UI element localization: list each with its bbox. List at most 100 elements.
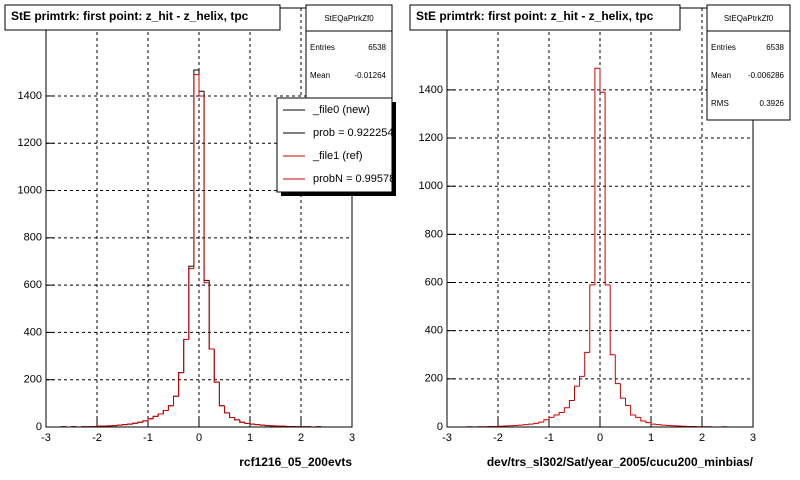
hist-bin [604,92,611,286]
hist-bin [132,422,138,425]
hist-bin [589,284,595,353]
hist-bin [218,382,225,407]
y-tick-label: 0 [437,421,443,433]
stats-value: 6538 [368,43,386,52]
hist-bin [563,407,570,413]
hist-bin [203,95,210,284]
stats-box [305,4,393,99]
hist-bin [594,67,600,285]
x-axis-label: rcf1216_05_200evts [239,455,352,469]
hist-bin [208,282,215,350]
hist-bin [157,413,164,417]
hist-bin [193,74,199,269]
hist-bin [162,409,169,414]
stats-name: StEQaPtrkZf0 [324,14,374,23]
x-tick-label: 1 [648,432,654,444]
y-tick-label: 600 [24,279,42,291]
hist-bin [625,398,631,406]
hist-bin [229,412,235,419]
stats-value: 6538 [766,43,784,52]
hist-bin [178,372,184,397]
y-tick-label: 1200 [18,137,42,149]
y-tick-label: 400 [425,325,443,337]
x-tick-label: -1 [544,432,554,444]
hist-bin [234,417,240,421]
hist-bin [619,383,626,399]
y-tick-label: 1400 [18,90,42,102]
hist-bin [543,419,549,423]
chart-title: StE primtrk: first point: z_hit - z_heli… [11,9,249,23]
hist-bin [137,421,143,424]
x-tick-label: 3 [349,432,355,444]
hist-bin [635,414,641,418]
hist-bin [630,405,636,416]
y-tick-label: 200 [425,373,443,385]
hist-bin [640,417,646,422]
hist-bin [198,74,205,97]
title-box [4,4,281,31]
stats-label: Mean [310,71,330,80]
hist-bin [152,415,159,419]
stats-value: -0.006286 [748,71,785,80]
hist-bin [224,405,230,414]
legend-label: _file1 (ref) [312,150,363,162]
legend [276,97,393,193]
hist-bin [183,339,189,373]
x-tick-label: 3 [750,432,756,444]
hist-bin [548,416,555,420]
hist-bin [147,418,154,421]
x-axis-label: dev/trs_sl302/Sat/year_2005/cucu200_minb… [487,455,754,469]
x-tick-label: -2 [493,432,503,444]
y-tick-label: 200 [24,374,42,386]
stats-box [706,4,791,121]
x-tick-label: -2 [92,432,102,444]
y-tick-label: 1400 [419,84,443,96]
hist-bin [614,354,621,385]
hist-bin [574,385,580,401]
y-tick-label: 1000 [419,180,443,192]
hist-bin [558,412,565,415]
hist-bin [579,375,585,387]
hist-bin [239,419,245,423]
stats-name: StEQaPtrkZf0 [724,14,774,23]
hist-bin [142,420,148,423]
y-tick-label: 800 [425,228,443,240]
stats-value: -0.01264 [354,71,386,80]
y-tick-label: 600 [425,276,443,288]
hist-bin [188,268,194,340]
x-tick-label: 2 [298,432,304,444]
legend-label: _file0 (new) [312,104,370,116]
x-tick-label: 2 [699,432,705,444]
hist-bin [533,422,539,425]
x-tick-label: 0 [597,432,603,444]
hist-bin [173,395,179,406]
stats-label: Mean [711,71,731,80]
chart-title: StE primtrk: first point: z_hit - z_heli… [416,9,654,23]
hist-bin [584,351,590,377]
y-tick-label: 1200 [419,132,443,144]
hist-bin [167,405,174,411]
y-tick-label: 800 [24,232,42,244]
hist-bin [553,414,560,418]
y-tick-label: 400 [24,326,42,338]
stats-label: Entries [310,43,335,52]
x-tick-label: 0 [196,432,202,444]
hist-bin [249,423,256,425]
legend-label: prob = 0.922254 [313,127,393,139]
stats-value: 0.3926 [760,99,785,108]
x-tick-label: -3 [41,432,51,444]
hist-bin [244,422,250,424]
y-tick-label: 1000 [18,184,42,196]
x-tick-label: 1 [247,432,253,444]
stats-label: Entries [711,43,736,52]
y-tick-label: 0 [36,421,42,433]
hist-bin [650,422,657,425]
hist-bin [568,400,575,408]
hist-bin [538,421,544,424]
hist-bin [213,348,220,383]
x-tick-label: -1 [143,432,153,444]
stats-label: RMS [711,99,729,108]
hist-bin [599,68,606,93]
legend-label: probN = 0.99578 [313,173,395,185]
